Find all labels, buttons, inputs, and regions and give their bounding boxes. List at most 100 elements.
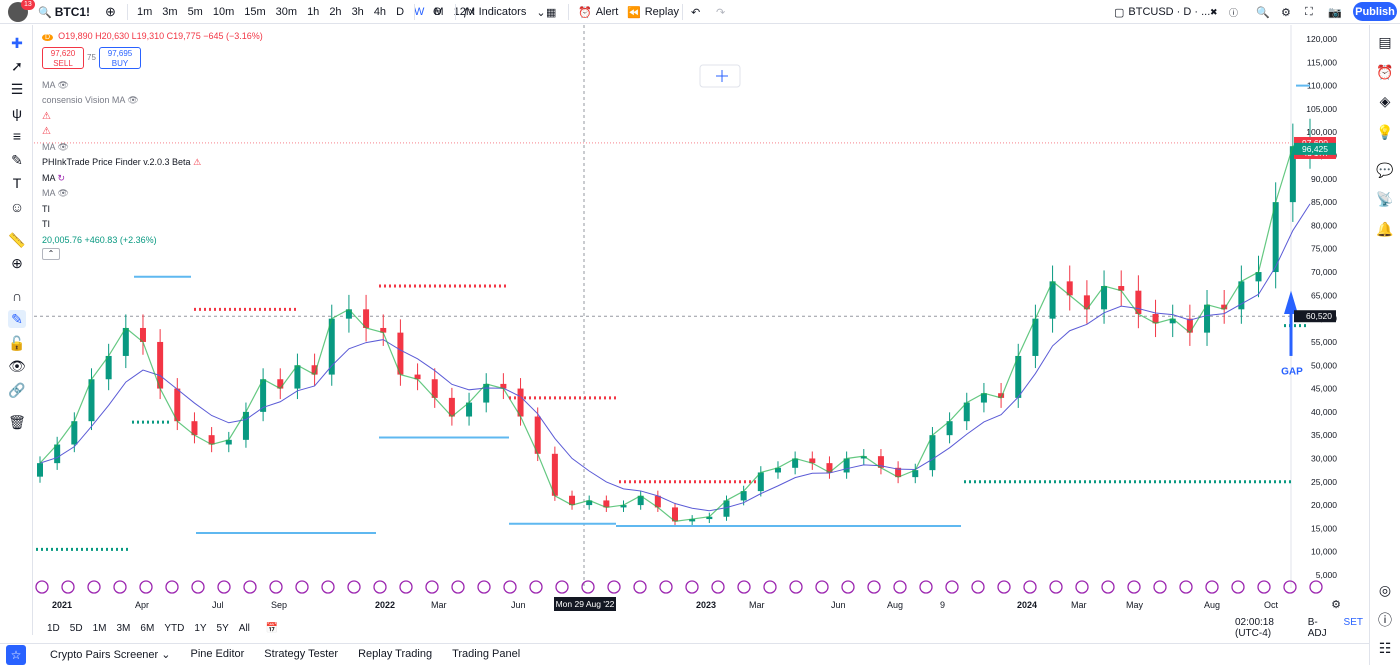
indicator-ma-1[interactable]: MA 👁 bbox=[42, 79, 69, 90]
watchlist-icon[interactable]: ▤ bbox=[1378, 33, 1392, 50]
layers-icon[interactable]: ◈ bbox=[1379, 92, 1391, 109]
timeframe-d[interactable]: D bbox=[396, 6, 405, 18]
pitchfork-icon[interactable]: ψ bbox=[12, 105, 22, 121]
replay-button[interactable]: ⏪ Replay bbox=[627, 6, 679, 19]
timeframe-1m[interactable]: 1m bbox=[137, 6, 153, 18]
alerts-clock-icon[interactable]: ⏰ bbox=[1376, 63, 1394, 80]
eye-icon[interactable]: 👁 bbox=[57, 79, 69, 90]
range-ytd[interactable]: YTD bbox=[164, 622, 185, 634]
adjust-toggle[interactable]: B-ADJ bbox=[1307, 617, 1327, 639]
candle-body bbox=[88, 379, 95, 422]
chart-pane[interactable]: 120,000 115,000 110,000 105,000 100,000 9 5,00… bbox=[34, 25, 1368, 618]
range-1d[interactable]: 1D bbox=[47, 622, 60, 634]
trend-line-icon[interactable]: ➚ bbox=[11, 57, 23, 74]
chart-type-button[interactable]: ϴ bbox=[433, 0, 442, 24]
range-1y[interactable]: 1Y bbox=[194, 622, 207, 634]
timeframe-10m[interactable]: 10m bbox=[212, 6, 235, 18]
candle-body bbox=[1083, 295, 1090, 310]
ruler-icon[interactable]: 📏 bbox=[8, 231, 26, 248]
panel-tab-2[interactable]: Strategy Tester bbox=[264, 648, 339, 660]
clock-time[interactable]: 02:00:18 (UTC-4) bbox=[1235, 617, 1274, 639]
user-avatar[interactable]: 13 bbox=[8, 0, 35, 22]
error-icon[interactable]: ⚠ bbox=[42, 110, 51, 122]
price-chart[interactable]: 120,000 115,000 110,000 105,000 100,000 9 5,00… bbox=[34, 25, 1368, 618]
collapse-legend-button[interactable]: ⌃ bbox=[42, 248, 60, 260]
timeframe-4h[interactable]: 4h bbox=[373, 6, 387, 18]
timeframe-5m[interactable]: 5m bbox=[187, 6, 203, 18]
link-icon[interactable]: 🔗 bbox=[8, 381, 26, 398]
indicator-ti-2[interactable]: TI bbox=[42, 219, 50, 229]
price-axis-label: 15,000 bbox=[1311, 523, 1337, 533]
timeframe-1h[interactable]: 1h bbox=[307, 6, 320, 18]
ticker-more-button[interactable]: ⓘ bbox=[1229, 0, 1238, 24]
timeframe-w[interactable]: W bbox=[414, 6, 425, 18]
snapshot-button[interactable]: 📷 bbox=[1328, 0, 1342, 24]
magnet-icon[interactable]: ∩ bbox=[11, 288, 23, 304]
horizontal-lines-icon[interactable]: ☰ bbox=[10, 80, 24, 97]
quick-search-button[interactable]: 🔍 bbox=[1256, 0, 1270, 24]
grid-menu-icon[interactable]: ☷ bbox=[1378, 639, 1392, 656]
indicator-ti-1[interactable]: TI bbox=[42, 203, 50, 214]
help-icon[interactable]: ⓘ bbox=[1378, 612, 1392, 628]
symbol-search[interactable]: 🔍 BTC1! bbox=[38, 5, 91, 19]
alert-button[interactable]: ⏰ Alert bbox=[578, 6, 619, 19]
broadcast-icon[interactable]: 📡 bbox=[1376, 190, 1394, 207]
session-toggle[interactable]: SET bbox=[1343, 617, 1363, 628]
bell-icon[interactable]: 🔔 bbox=[1376, 220, 1394, 237]
timeframe-30m[interactable]: 30m bbox=[275, 6, 298, 18]
sell-button[interactable]: 97,620 SELL bbox=[42, 47, 84, 69]
panel-tab-4[interactable]: Trading Panel bbox=[452, 648, 521, 660]
target-icon[interactable]: ◎ bbox=[1378, 581, 1392, 598]
redo-button[interactable]: ↷ bbox=[716, 0, 725, 24]
panel-tab-1[interactable]: Pine Editor bbox=[190, 648, 245, 660]
fib-icon[interactable]: ≡ bbox=[12, 128, 22, 144]
timeframe-3h[interactable]: 3h bbox=[351, 6, 364, 18]
indicators-button[interactable]: ƒx Indicators ⌄ bbox=[463, 6, 546, 19]
timeframe-m[interactable]: M bbox=[434, 6, 444, 18]
chat-icon[interactable]: 💬 bbox=[1376, 161, 1394, 178]
stay-in-drawing-icon[interactable]: ✎ bbox=[8, 310, 26, 328]
range-5d[interactable]: 5D bbox=[69, 622, 83, 634]
timeframe-2h[interactable]: 2h bbox=[329, 6, 342, 18]
lock-icon[interactable]: 🔓 bbox=[8, 334, 26, 351]
range-1m[interactable]: 1M bbox=[92, 622, 107, 634]
emoji-icon[interactable]: ☺ bbox=[9, 199, 25, 215]
range-6m[interactable]: 6M bbox=[140, 622, 155, 634]
eye-icon[interactable]: 👁 bbox=[127, 95, 139, 105]
settings-button[interactable]: ⚙ bbox=[1281, 0, 1291, 24]
ideas-bulb-icon[interactable]: 💡 bbox=[1376, 123, 1394, 140]
timeframe-3m[interactable]: 3m bbox=[162, 6, 178, 18]
zoom-in-icon[interactable]: ⊕ bbox=[11, 254, 23, 271]
date-range-icon[interactable]: 📅 bbox=[265, 622, 279, 634]
eye-icon[interactable]: 👁 bbox=[57, 188, 69, 198]
eye-icon[interactable]: 👁 bbox=[57, 141, 69, 152]
range-all[interactable]: All bbox=[238, 622, 250, 634]
price-axis-label: 120,000 bbox=[1306, 34, 1337, 44]
crosshair-icon[interactable]: ✚ bbox=[11, 34, 23, 51]
indicator-ma-3[interactable]: MA ↻ bbox=[42, 172, 66, 183]
range-3m[interactable]: 3M bbox=[116, 622, 131, 634]
trash-icon[interactable]: 🗑 bbox=[8, 413, 26, 430]
star-icon[interactable]: ☆ bbox=[6, 645, 26, 665]
undo-button[interactable]: ↶ bbox=[691, 0, 700, 24]
ticker-close-button[interactable]: ✖ bbox=[1210, 0, 1218, 24]
indicator-ma-2[interactable]: MA 👁 bbox=[42, 141, 69, 152]
text-icon[interactable]: T bbox=[12, 175, 22, 191]
panel-tab-3[interactable]: Replay Trading bbox=[358, 648, 433, 660]
compare-ticker[interactable]: ▢ BTCUSD · D · ... bbox=[1114, 6, 1211, 19]
eye-icon[interactable]: 👁 bbox=[8, 357, 26, 374]
publish-button[interactable]: Publish bbox=[1353, 2, 1397, 21]
panel-tab-0[interactable]: Crypto Pairs Screener ⌄ bbox=[50, 649, 171, 661]
range-5y[interactable]: 5Y bbox=[216, 622, 229, 634]
timeframe-12m[interactable]: 12M bbox=[453, 6, 475, 18]
indicator-ma-4[interactable]: MA 👁 bbox=[42, 188, 69, 198]
error-icon[interactable]: ⚠ bbox=[42, 126, 51, 137]
layouts-button[interactable]: ▦ bbox=[546, 0, 556, 24]
brush-icon[interactable]: ✎ bbox=[11, 151, 23, 168]
indicator-price-finder[interactable]: PHInkTrade Price Finder v.2.0.3 Beta ⚠ bbox=[42, 157, 202, 167]
buy-button[interactable]: 97,695 BUY bbox=[99, 47, 141, 69]
indicator-consensio[interactable]: consensio Vision MA 👁 bbox=[42, 95, 139, 105]
timeframe-15m[interactable]: 15m bbox=[244, 6, 266, 18]
add-symbol-button[interactable]: ⊕ bbox=[105, 0, 116, 24]
fullscreen-button[interactable]: ⛶ bbox=[1305, 0, 1313, 24]
